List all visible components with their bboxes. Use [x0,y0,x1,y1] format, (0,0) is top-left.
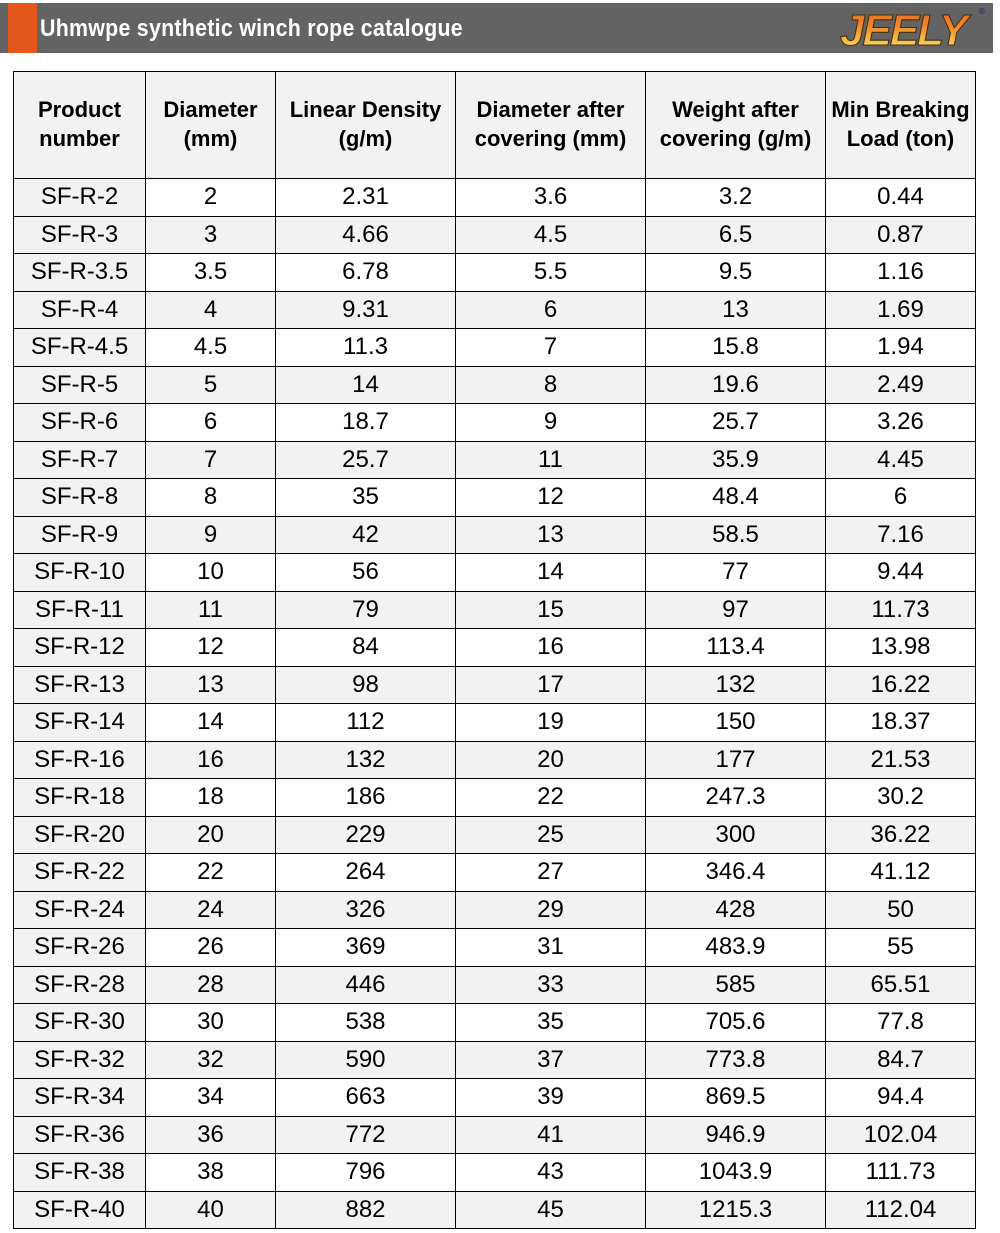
svg-text:JEELY: JEELY [840,6,972,54]
svg-text:®: ® [979,7,985,16]
